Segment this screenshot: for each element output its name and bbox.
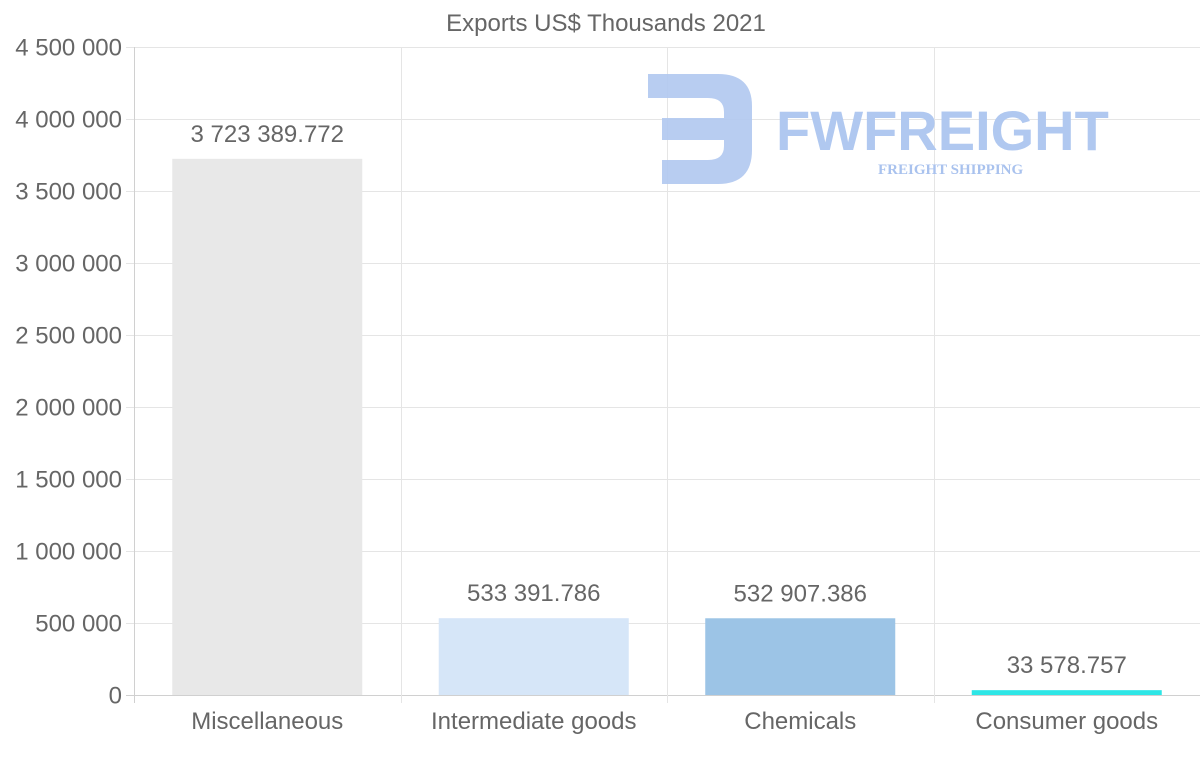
y-axis-ticks: 0 500 000 1 000 000 1 500 000 2 000 000 2 500… bbox=[15, 35, 122, 710]
y-tick-label: 3 000 000 bbox=[15, 251, 122, 278]
bar-chemicals bbox=[705, 618, 896, 695]
y-tick-label: 1 000 000 bbox=[15, 539, 122, 566]
y-tick-label: 2 000 000 bbox=[15, 395, 122, 422]
y-tick-label: 1 500 000 bbox=[15, 467, 122, 494]
data-labels: 3 723 389.772 533 391.786 532 907.386 33 57… bbox=[191, 121, 1127, 679]
bar-miscellaneous bbox=[172, 158, 363, 695]
x-tick-label: Chemicals bbox=[744, 708, 856, 735]
y-tick-label: 500 000 bbox=[35, 611, 122, 638]
data-label: 532 907.386 bbox=[734, 580, 867, 607]
x-tick-label: Miscellaneous bbox=[191, 708, 343, 735]
x-tick-label: Intermediate goods bbox=[431, 708, 636, 735]
y-tick-label: 3 500 000 bbox=[15, 179, 122, 206]
logo-mark-icon bbox=[648, 74, 752, 184]
y-tick-label: 2 500 000 bbox=[15, 323, 122, 350]
chart-title: Exports US$ Thousands 2021 bbox=[446, 10, 766, 37]
watermark-tagline: FREIGHT SHIPPING bbox=[878, 162, 1023, 178]
data-label: 3 723 389.772 bbox=[191, 121, 344, 148]
bar-intermediate-goods bbox=[438, 618, 629, 695]
watermark-logo: FWFREIGHT FREIGHT SHIPPING bbox=[648, 74, 1109, 184]
y-tick-label: 4 500 000 bbox=[15, 35, 122, 62]
bars bbox=[172, 158, 1162, 695]
data-label: 33 578.757 bbox=[1007, 652, 1127, 679]
watermark-brand: FWFREIGHT bbox=[776, 99, 1109, 162]
y-tick-label: 4 000 000 bbox=[15, 107, 122, 134]
bar-consumer-goods bbox=[971, 690, 1162, 695]
data-label: 533 391.786 bbox=[467, 580, 600, 607]
y-tick-label: 0 bbox=[109, 683, 122, 710]
x-tick-label: Consumer goods bbox=[975, 708, 1158, 735]
x-axis-ticks: Miscellaneous Intermediate goods Chemicals… bbox=[191, 708, 1158, 735]
